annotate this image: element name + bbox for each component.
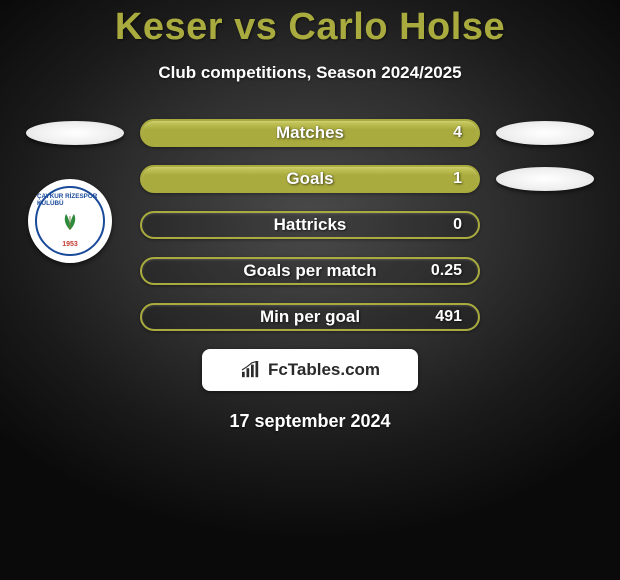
right-side-slot (490, 119, 600, 147)
stat-bar: Hattricks 0 (140, 211, 480, 239)
club-badge-inner: ÇAYKUR RİZESPOR KULÜBÜ 1953 (35, 186, 105, 256)
club-badge: ÇAYKUR RİZESPOR KULÜBÜ 1953 (28, 179, 112, 263)
stat-value: 0.25 (431, 262, 462, 280)
stat-bar: Goals 1 (140, 165, 480, 193)
content-root: Keser vs Carlo Holse Club competitions, … (0, 0, 620, 580)
stat-value: 0 (453, 216, 462, 234)
stat-label: Hattricks (274, 215, 347, 235)
stat-label: Min per goal (260, 307, 360, 327)
right-side-slot (490, 211, 600, 239)
player-ellipse-icon (26, 121, 124, 145)
left-side-slot (20, 303, 130, 331)
stat-value: 1 (453, 170, 462, 188)
stat-label: Goals (286, 169, 333, 189)
left-side-slot (20, 119, 130, 147)
club-badge-text: ÇAYKUR RİZESPOR KULÜBÜ (37, 193, 103, 207)
player-ellipse-icon (496, 167, 594, 191)
stat-bar: Goals per match 0.25 (140, 257, 480, 285)
subtitle: Club competitions, Season 2024/2025 (0, 63, 620, 83)
brand-logo-box: FcTables.com (202, 349, 418, 391)
stat-row: Min per goal 491 (0, 303, 620, 331)
right-side-slot (490, 303, 600, 331)
date-text: 17 september 2024 (0, 411, 620, 432)
bar-chart-icon (240, 361, 262, 379)
right-side-slot (490, 165, 600, 193)
stat-row: Goals per match 0.25 (0, 257, 620, 285)
stat-bar: Min per goal 491 (140, 303, 480, 331)
stat-bar: Matches 4 (140, 119, 480, 147)
brand-logo-text: FcTables.com (268, 360, 380, 380)
leaf-icon (57, 208, 83, 234)
stat-row: Matches 4 (0, 119, 620, 147)
stat-value: 491 (435, 308, 462, 326)
stat-label: Matches (276, 123, 344, 143)
stat-value: 4 (453, 124, 462, 142)
player-ellipse-icon (496, 121, 594, 145)
right-side-slot (490, 257, 600, 285)
page-title: Keser vs Carlo Holse (0, 0, 620, 49)
stat-label: Goals per match (243, 261, 376, 281)
club-badge-year: 1953 (62, 241, 78, 248)
